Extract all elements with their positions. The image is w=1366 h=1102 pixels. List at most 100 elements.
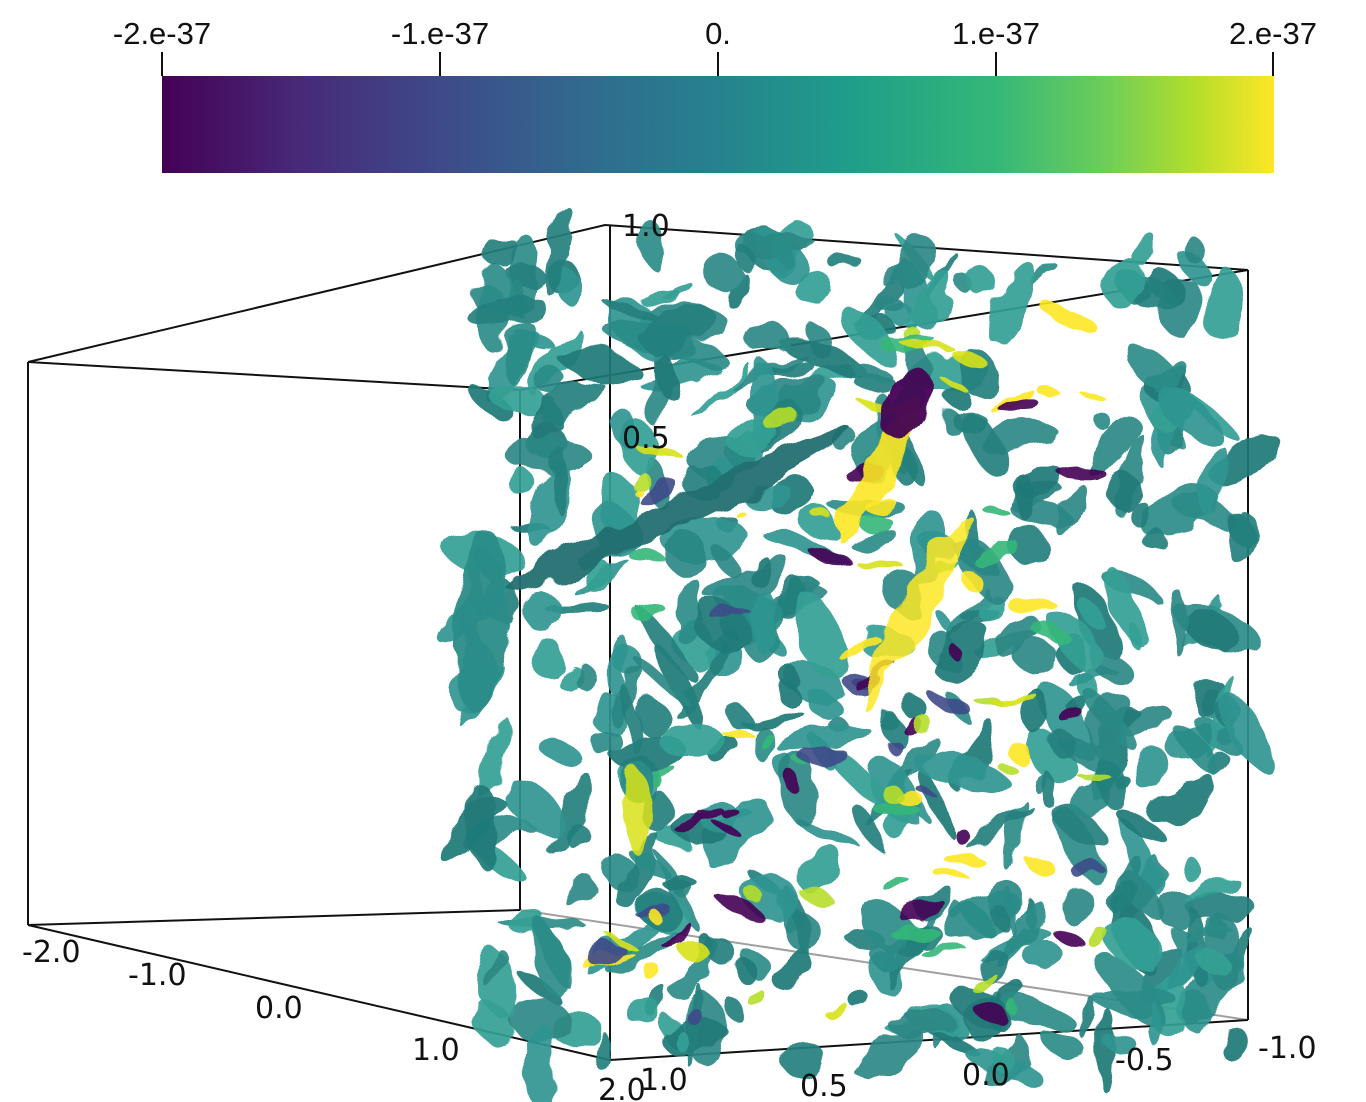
isosurface-highlight bbox=[688, 1010, 705, 1027]
isosurface-blob bbox=[613, 831, 659, 903]
colorbar: -2.e-37 -1.e-37 0. 1.e-37 2.e-37 bbox=[0, 0, 1366, 190]
isosurface-highlight bbox=[902, 343, 956, 353]
isosurface-blob bbox=[959, 409, 1010, 480]
isosurface-blob bbox=[1204, 442, 1228, 521]
isosurface-highlight bbox=[643, 962, 661, 981]
isosurface-blob bbox=[708, 938, 735, 965]
isosurface-highlight bbox=[762, 406, 794, 427]
isosurface-highlight bbox=[970, 1000, 1012, 1025]
isosurface-blob bbox=[468, 294, 544, 327]
isosurface-highlight bbox=[1042, 389, 1062, 402]
isosurface-blob bbox=[1119, 813, 1171, 847]
isosurface-blob bbox=[1147, 1002, 1162, 1046]
isosurface-blob bbox=[990, 260, 1035, 346]
isosurface-highlight bbox=[883, 786, 903, 805]
isosurface-highlight bbox=[920, 944, 966, 957]
isosurface-highlight bbox=[978, 503, 1009, 514]
isosurface-blob bbox=[602, 299, 664, 325]
isosurface-blob bbox=[796, 269, 831, 306]
3d-viewport[interactable]: -2.0 -1.0 0.0 1.0 2.0 1.0 0.5 0.0 -0.5 -… bbox=[0, 190, 1366, 1102]
isosurface-blob bbox=[1094, 413, 1113, 432]
isosurface-blob bbox=[509, 471, 538, 498]
isosurface-blob bbox=[630, 1002, 664, 1027]
axis-tick-label: 1.0 bbox=[622, 209, 670, 244]
isosurface-blob bbox=[1128, 624, 1145, 651]
isosurface-blob bbox=[874, 262, 919, 282]
isosurface-blob bbox=[1104, 1034, 1136, 1053]
isosurface-blob bbox=[966, 806, 1034, 849]
isosurface-blob bbox=[543, 207, 573, 294]
isosurface-blob bbox=[1172, 721, 1223, 778]
isosurface-highlight bbox=[624, 468, 648, 486]
isosurface-blob bbox=[898, 695, 929, 719]
isosurface-highlight bbox=[591, 944, 625, 967]
isosurface-highlight bbox=[631, 550, 666, 568]
isosurface-blob bbox=[798, 843, 840, 893]
isosurface-blob bbox=[571, 663, 596, 687]
isosurface-blob bbox=[719, 991, 742, 1020]
isosurface-blob bbox=[619, 683, 643, 758]
colorbar-tick-label: 2.e-37 bbox=[1229, 16, 1317, 51]
isosurface-filament bbox=[507, 428, 853, 592]
isosurface-blob bbox=[623, 845, 667, 876]
axis-tick-label: 0.5 bbox=[800, 1069, 848, 1102]
isosurface-blob bbox=[1186, 925, 1231, 944]
isosurface-blob bbox=[798, 596, 847, 681]
isosurface-highlight bbox=[634, 445, 683, 458]
isosurface-blob bbox=[1199, 952, 1231, 977]
isosurface-highlight bbox=[812, 510, 833, 522]
isosurface-blob bbox=[536, 739, 584, 766]
axis-labels: -2.0 -1.0 0.0 1.0 2.0 1.0 0.5 0.0 -0.5 -… bbox=[22, 209, 1317, 1102]
isosurface-blob bbox=[650, 350, 679, 399]
isosurface-blob bbox=[635, 698, 670, 737]
isosurface bbox=[437, 207, 1279, 1102]
isosurface-blob bbox=[556, 346, 639, 380]
isosurface-blob bbox=[1055, 486, 1089, 535]
isosurface-blob bbox=[1074, 597, 1108, 630]
isosurface-highlight bbox=[880, 368, 936, 442]
isosurface-blob bbox=[827, 749, 894, 811]
isosurface-blob bbox=[1127, 499, 1148, 523]
colorbar-tick-mark bbox=[995, 52, 997, 76]
isosurface-blob bbox=[770, 235, 794, 261]
isosurface-blob bbox=[580, 560, 614, 591]
isosurface-blob bbox=[880, 930, 906, 972]
axis-tick-label: 2.0 bbox=[598, 1073, 646, 1102]
isosurface-highlight bbox=[1056, 465, 1108, 481]
isosurface-blob bbox=[640, 610, 690, 676]
isosurface-blob bbox=[1106, 921, 1161, 968]
isosurface-highlight bbox=[992, 758, 1011, 767]
isosurface-blob bbox=[519, 589, 559, 628]
isosurface-blob bbox=[1098, 1006, 1115, 1094]
isosurface-blob bbox=[467, 786, 501, 867]
isosurface-blob bbox=[751, 586, 775, 656]
isosurface-blob bbox=[635, 659, 686, 702]
isosurface-highlight bbox=[991, 697, 1042, 707]
isosurface-highlight bbox=[802, 749, 851, 769]
isosurface-blob bbox=[536, 919, 573, 989]
isosurface-blob bbox=[509, 1000, 573, 1042]
isosurface-highlight bbox=[734, 510, 745, 517]
isosurface-blob bbox=[778, 722, 868, 755]
isosurface-highlight bbox=[654, 769, 680, 781]
isosurface-blob bbox=[873, 706, 910, 750]
isosurface-blob bbox=[503, 433, 590, 474]
isosurface-highlight bbox=[976, 543, 1021, 570]
isosurface-blob bbox=[701, 252, 740, 290]
axis-tick-label: 0.5 bbox=[622, 421, 670, 456]
isosurface-highlight bbox=[912, 714, 933, 734]
isosurface-blob bbox=[1173, 246, 1210, 283]
isosurface-blob bbox=[726, 268, 745, 306]
isosurface-blob bbox=[1219, 695, 1271, 766]
isosurface-blob bbox=[995, 901, 1045, 967]
isosurface-blob bbox=[477, 947, 518, 1020]
colorbar-tick-label: 1.e-37 bbox=[952, 16, 1040, 51]
isosurface-blob bbox=[606, 927, 675, 973]
isosurface-blob bbox=[827, 255, 861, 268]
isosurface-blob bbox=[550, 444, 567, 513]
isosurface-blob bbox=[687, 984, 704, 1070]
colorbar-tick-mark bbox=[161, 52, 163, 76]
isosurface-highlight bbox=[835, 638, 882, 657]
isosurface-blob bbox=[783, 670, 805, 693]
isosurface-blob bbox=[1107, 470, 1139, 510]
